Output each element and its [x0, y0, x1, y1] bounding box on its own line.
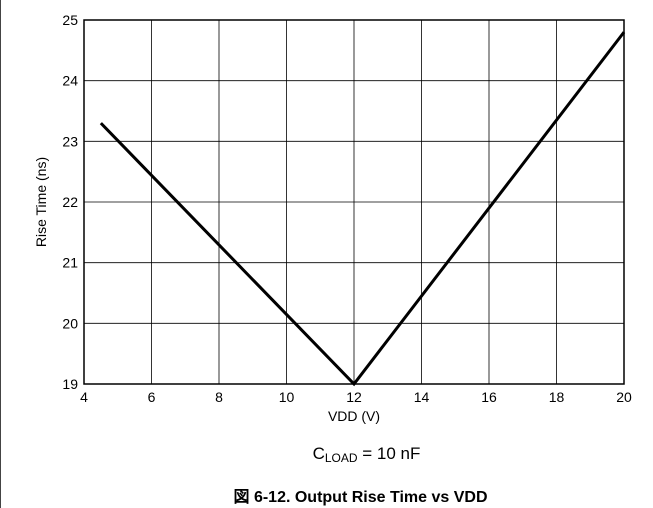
x-tick-label: 14: [414, 389, 430, 405]
y-tick-labels: 19 20 21 22 23 24 25: [62, 12, 78, 392]
y-tick-label: 25: [62, 12, 78, 28]
y-tick-label: 20: [62, 315, 78, 331]
condition-value: = 10 nF: [357, 444, 421, 463]
rise-time-chart: 4 6 8 10 12 14 16 18 20 19 20 21 22 23 24 25 VDD (V) R…: [33, 12, 632, 424]
y-tick-label: 23: [62, 133, 78, 149]
condition-symbol: C: [312, 444, 325, 463]
y-tick-label: 19: [62, 376, 78, 392]
load-condition: CLOAD = 10 nF: [0, 444, 653, 465]
condition-subscript: LOAD: [324, 451, 358, 465]
page-left-border: [0, 0, 1, 508]
grid-lines: [84, 20, 624, 384]
y-axis-label: Rise Time (ns): [33, 157, 49, 247]
x-axis-label: VDD (V): [328, 408, 380, 424]
x-tick-labels: 4 6 8 10 12 14 16 18 20: [80, 389, 632, 405]
y-tick-label: 24: [62, 73, 78, 89]
x-tick-label: 18: [549, 389, 565, 405]
figure-caption: 図 6-12. Output Rise Time vs VDD: [233, 489, 488, 506]
rise-time-line: [99, 31, 626, 387]
x-tick-label: 6: [148, 389, 156, 405]
data-series: [99, 31, 626, 387]
x-tick-label: 12: [346, 389, 362, 405]
x-tick-label: 10: [279, 389, 295, 405]
x-tick-label: 4: [80, 389, 88, 405]
x-tick-label: 16: [481, 389, 497, 405]
y-tick-label: 21: [62, 255, 78, 271]
x-tick-label: 8: [215, 389, 223, 405]
y-tick-label: 22: [62, 194, 78, 210]
x-tick-label: 20: [616, 389, 632, 405]
